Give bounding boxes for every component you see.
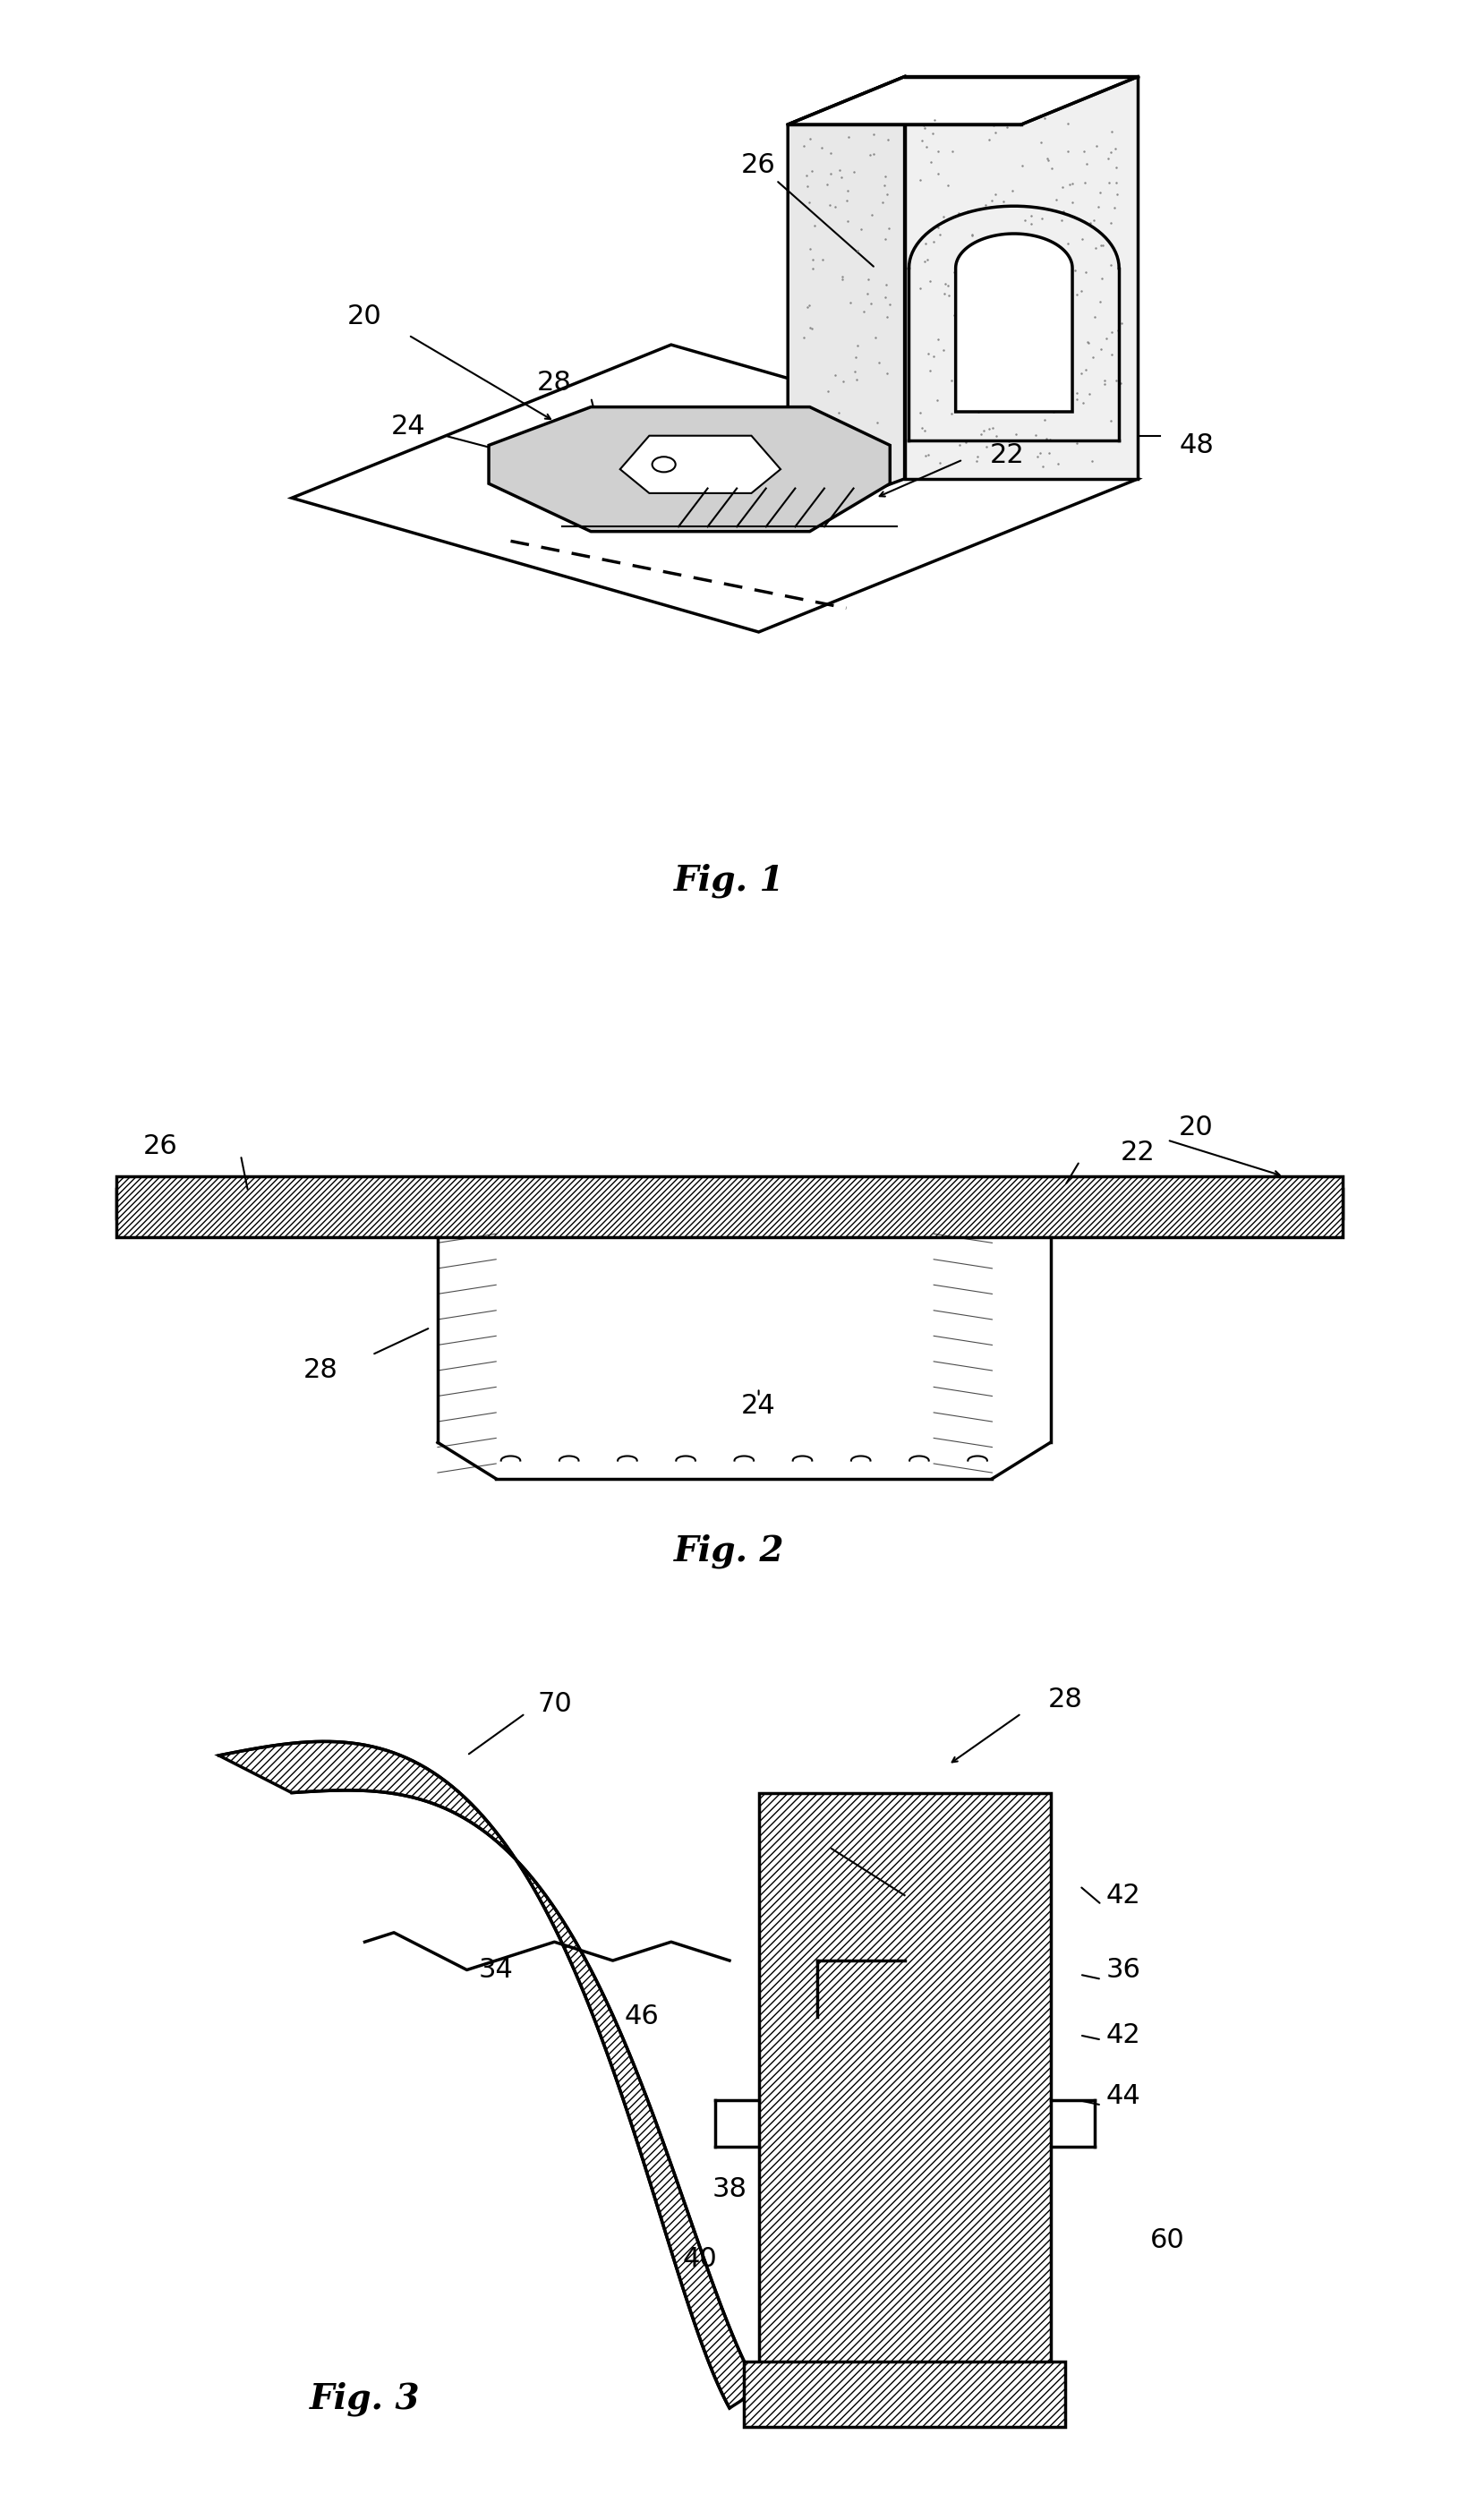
- Text: 38: 38: [712, 2175, 747, 2202]
- Polygon shape: [788, 76, 905, 522]
- Polygon shape: [905, 76, 1138, 479]
- Text: 39: 39: [887, 1827, 922, 1852]
- Bar: [117, 1177, 1342, 1237]
- Text: 20: 20: [1179, 1114, 1214, 1142]
- Polygon shape: [292, 345, 1138, 633]
- Text: 40: 40: [683, 2245, 718, 2273]
- Polygon shape: [956, 234, 1072, 411]
- Text: Fig. 1: Fig. 1: [674, 864, 785, 897]
- Polygon shape: [489, 406, 890, 532]
- Bar: [117, 1189, 1342, 1220]
- Text: 34: 34: [479, 1958, 514, 1983]
- Text: 22: 22: [1121, 1139, 1156, 1164]
- Text: 48: 48: [1179, 433, 1214, 459]
- Text: 42: 42: [1106, 1882, 1141, 1908]
- Text: 24: 24: [741, 1394, 776, 1419]
- Text: 70: 70: [537, 1691, 572, 1716]
- Polygon shape: [219, 1741, 759, 2409]
- Text: 28: 28: [1048, 1686, 1083, 1714]
- Text: 44: 44: [1106, 2082, 1141, 2109]
- Text: 24: 24: [391, 413, 426, 438]
- Text: 36: 36: [1106, 1958, 1141, 1983]
- Bar: [759, 1792, 1050, 2379]
- Polygon shape: [788, 76, 1138, 123]
- Text: 28: 28: [537, 370, 572, 396]
- Text: Fig. 2: Fig. 2: [674, 1535, 785, 1567]
- Text: 28: 28: [303, 1356, 338, 1383]
- Text: 26: 26: [143, 1134, 178, 1159]
- Text: 46: 46: [624, 2003, 659, 2029]
- Bar: [744, 2361, 1065, 2427]
- Text: 22: 22: [989, 441, 1024, 469]
- Polygon shape: [620, 436, 781, 494]
- Text: 20: 20: [347, 302, 382, 330]
- Text: 60: 60: [1150, 2228, 1185, 2253]
- Text: 26: 26: [741, 151, 874, 267]
- Text: Fig. 3: Fig. 3: [309, 2381, 420, 2417]
- Text: 42: 42: [1106, 2021, 1141, 2049]
